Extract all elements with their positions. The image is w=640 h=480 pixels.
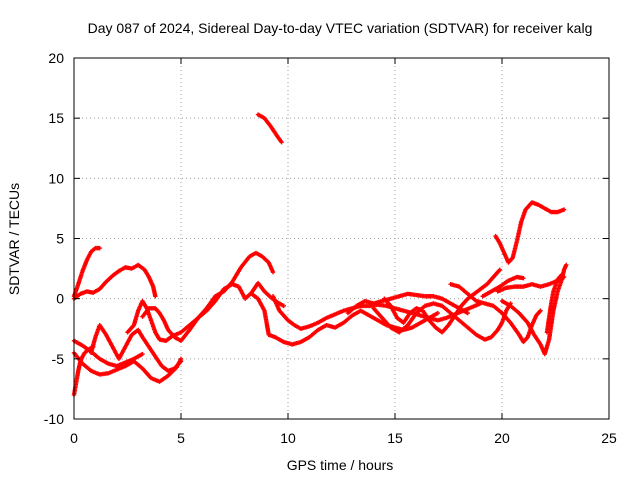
data-point xyxy=(140,351,145,357)
data-point xyxy=(561,207,567,212)
data-point xyxy=(538,308,543,313)
y-tick-label: -5 xyxy=(52,351,65,367)
data-point xyxy=(497,267,503,272)
series-track-19 xyxy=(499,262,569,357)
x-tick-label: 15 xyxy=(387,430,403,446)
y-tick-label: 20 xyxy=(48,50,64,66)
grid xyxy=(74,58,609,419)
series-track-5 xyxy=(71,350,184,384)
y-tick-label: 10 xyxy=(48,170,64,186)
x-tick-label: 0 xyxy=(70,430,78,446)
data-point xyxy=(178,359,184,364)
y-axis-title: SDTVAR / TECUs xyxy=(6,183,22,295)
y-tick-label: 15 xyxy=(48,110,64,126)
data-point xyxy=(465,310,470,316)
series-track-20 xyxy=(544,272,565,335)
x-axis-title: GPS time / hours xyxy=(287,457,394,473)
data-point xyxy=(281,303,286,309)
y-tick-label: -10 xyxy=(44,411,64,427)
data-point xyxy=(521,276,526,281)
data-point xyxy=(435,310,440,316)
x-tick-label: 5 xyxy=(177,430,185,446)
chart-title: Day 087 of 2024, Sidereal Day-to-day VTE… xyxy=(88,20,593,36)
data-marks xyxy=(71,112,569,398)
data-point xyxy=(97,245,102,251)
y-tick-label: 5 xyxy=(56,231,64,247)
series-track-15 xyxy=(448,282,543,345)
data-point xyxy=(559,272,565,277)
axis-ticks: 0 5 10 15 20 25 -10 -5 0 5 10 15 20 xyxy=(44,50,617,446)
data-point xyxy=(270,269,276,275)
series-track-16 xyxy=(480,274,526,299)
data-point xyxy=(564,262,569,268)
data-point xyxy=(279,140,284,145)
data-point xyxy=(153,294,158,299)
series-track-12 xyxy=(345,291,470,316)
x-tick-label: 10 xyxy=(280,430,296,446)
series-track-9 xyxy=(255,112,284,145)
series-track-13 xyxy=(371,301,513,342)
series-track-2 xyxy=(71,262,158,301)
y-tick-label: 0 xyxy=(56,291,64,307)
series-track-6 xyxy=(88,322,184,374)
x-tick-label: 25 xyxy=(601,430,617,446)
series-track-17 xyxy=(493,200,567,265)
series-track-14 xyxy=(382,267,503,335)
x-tick-label: 20 xyxy=(494,430,510,446)
